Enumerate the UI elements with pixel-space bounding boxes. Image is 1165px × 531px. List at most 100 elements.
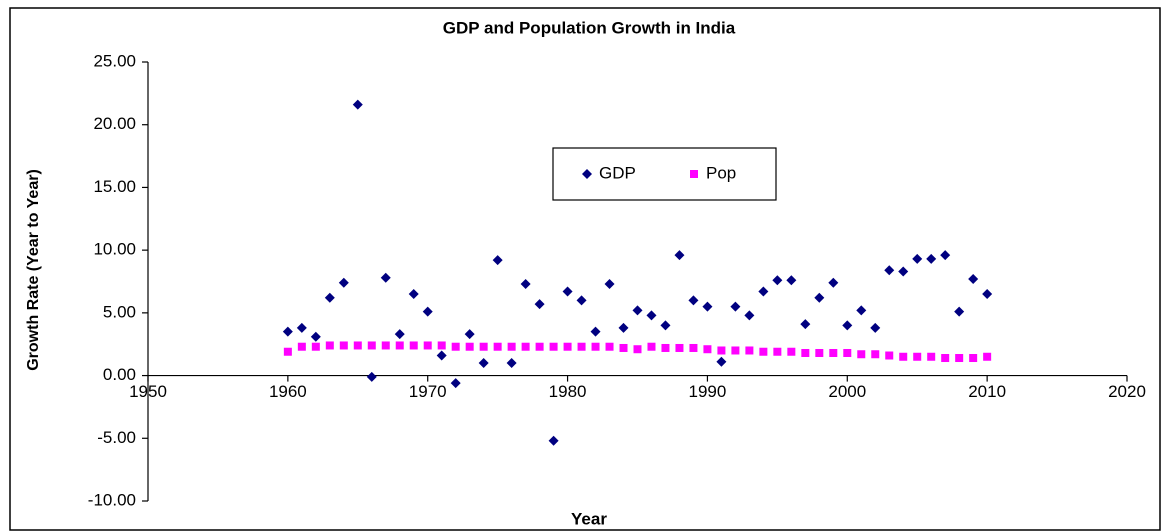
point bbox=[800, 319, 811, 330]
point bbox=[549, 342, 558, 351]
point bbox=[870, 322, 881, 333]
point bbox=[395, 341, 404, 350]
x-tick-label: 1950 bbox=[129, 382, 167, 401]
point bbox=[394, 329, 405, 340]
point bbox=[941, 354, 950, 363]
point bbox=[478, 358, 489, 369]
x-tick-label: 1960 bbox=[269, 382, 307, 401]
point bbox=[464, 329, 475, 340]
point bbox=[829, 348, 838, 357]
x-tick-label: 2010 bbox=[968, 382, 1006, 401]
point bbox=[534, 299, 545, 310]
point bbox=[801, 348, 810, 357]
point bbox=[857, 350, 866, 359]
legend-label: Pop bbox=[706, 163, 736, 182]
point bbox=[535, 342, 544, 351]
point bbox=[689, 343, 698, 352]
point bbox=[297, 342, 306, 351]
point bbox=[283, 347, 292, 356]
point bbox=[927, 352, 936, 361]
chart-title: GDP and Population Growth in India bbox=[443, 18, 736, 37]
point bbox=[479, 342, 488, 351]
point bbox=[520, 279, 531, 290]
point bbox=[787, 347, 796, 356]
point bbox=[450, 378, 461, 389]
point bbox=[731, 346, 740, 355]
point bbox=[339, 341, 348, 350]
point bbox=[954, 306, 965, 317]
point bbox=[885, 351, 894, 360]
point bbox=[408, 289, 419, 300]
point bbox=[367, 341, 376, 350]
point bbox=[633, 345, 642, 354]
point bbox=[759, 347, 768, 356]
point bbox=[492, 255, 503, 266]
point bbox=[324, 292, 335, 303]
y-tick-label: 20.00 bbox=[93, 114, 136, 133]
point bbox=[437, 341, 446, 350]
point bbox=[828, 277, 839, 288]
point bbox=[380, 272, 391, 283]
point bbox=[772, 275, 783, 286]
x-tick-label: 2020 bbox=[1108, 382, 1146, 401]
point bbox=[688, 295, 699, 306]
point bbox=[604, 279, 615, 290]
point bbox=[703, 345, 712, 354]
point bbox=[815, 348, 824, 357]
point bbox=[661, 343, 670, 352]
point bbox=[605, 342, 614, 351]
point bbox=[311, 342, 320, 351]
point bbox=[352, 99, 363, 110]
point bbox=[913, 352, 922, 361]
point bbox=[563, 342, 572, 351]
point bbox=[506, 358, 517, 369]
x-tick-label: 1980 bbox=[549, 382, 587, 401]
point bbox=[562, 286, 573, 297]
point bbox=[282, 326, 293, 337]
point bbox=[899, 352, 908, 361]
point bbox=[898, 266, 909, 277]
legend-marker bbox=[690, 170, 698, 178]
point bbox=[619, 343, 628, 352]
point bbox=[647, 342, 656, 351]
point bbox=[955, 354, 964, 363]
point bbox=[871, 350, 880, 359]
y-tick-label: -10.00 bbox=[88, 490, 136, 509]
point bbox=[842, 320, 853, 331]
point bbox=[884, 265, 895, 276]
y-axis-label: Growth Rate (Year to Year) bbox=[25, 169, 42, 371]
point bbox=[493, 342, 502, 351]
point bbox=[843, 348, 852, 357]
legend-marker bbox=[582, 169, 592, 179]
point bbox=[366, 371, 377, 382]
point bbox=[451, 342, 460, 351]
point bbox=[702, 301, 713, 312]
y-tick-label: 15.00 bbox=[93, 177, 136, 196]
x-tick-label: 2000 bbox=[828, 382, 866, 401]
point bbox=[660, 320, 671, 331]
point bbox=[773, 347, 782, 356]
point bbox=[940, 250, 951, 261]
point bbox=[744, 310, 755, 321]
point bbox=[674, 250, 685, 261]
point bbox=[646, 310, 657, 321]
point bbox=[507, 342, 516, 351]
point bbox=[968, 273, 979, 284]
point bbox=[353, 341, 362, 350]
point bbox=[912, 253, 923, 264]
point bbox=[758, 286, 769, 297]
point bbox=[591, 342, 600, 351]
point bbox=[325, 341, 334, 350]
point bbox=[465, 342, 474, 351]
point bbox=[576, 295, 587, 306]
point bbox=[632, 305, 643, 316]
point bbox=[983, 352, 992, 361]
point bbox=[730, 301, 741, 312]
point bbox=[856, 305, 867, 316]
point bbox=[926, 253, 937, 264]
chart-frame bbox=[9, 7, 1161, 531]
point bbox=[717, 346, 726, 355]
legend-label: GDP bbox=[599, 163, 636, 182]
x-tick-label: 1990 bbox=[689, 382, 727, 401]
